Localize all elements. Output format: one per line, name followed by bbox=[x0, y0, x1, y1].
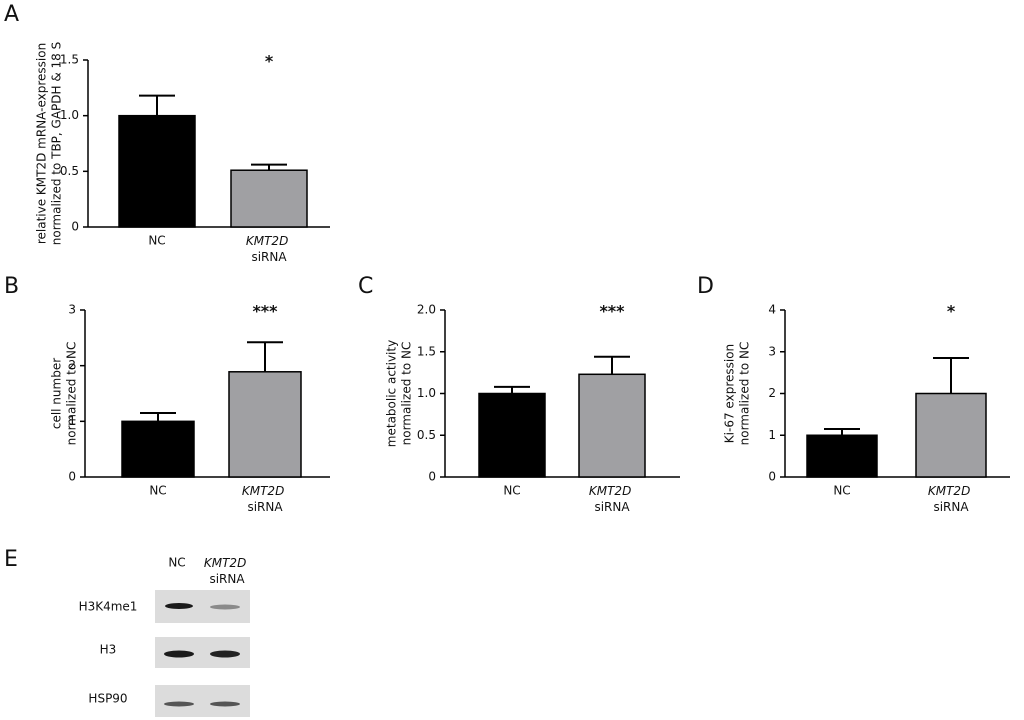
y-tick-label: 1.5 bbox=[60, 53, 79, 67]
x-tick-label: NC bbox=[148, 234, 165, 248]
bar bbox=[118, 114, 196, 228]
y-axis-label: relative KMT2D mRNA-expression bbox=[35, 43, 49, 244]
y-axis-label: cell number bbox=[50, 358, 64, 429]
bar bbox=[230, 169, 308, 228]
y-tick-label: 1 bbox=[768, 428, 776, 442]
x-tick-label: KMT2D siRNA bbox=[928, 484, 974, 514]
row-label: HSP90 bbox=[88, 692, 127, 706]
bar bbox=[915, 392, 987, 478]
y-tick-label: 3 bbox=[68, 303, 76, 317]
y-axis-label: metabolic activity bbox=[385, 340, 399, 447]
x-tick-label: KMT2D siRNA bbox=[246, 234, 292, 264]
row-label: H3 bbox=[100, 643, 117, 657]
x-tick-label: NC bbox=[503, 484, 520, 498]
panel-letter: C bbox=[358, 274, 373, 299]
y-tick-label: 3 bbox=[768, 344, 776, 358]
y-axis-label: normalized to NC bbox=[738, 342, 752, 446]
y-tick-label: 0.5 bbox=[60, 164, 79, 178]
panel-letter: E bbox=[4, 547, 18, 572]
row-label: H3K4me1 bbox=[79, 600, 138, 614]
x-tick-label: KMT2D siRNA bbox=[242, 484, 288, 514]
y-tick-label: 0 bbox=[68, 470, 76, 484]
y-tick-label: 0 bbox=[71, 220, 79, 234]
significance: *** bbox=[599, 302, 625, 321]
y-tick-label: 0 bbox=[768, 470, 776, 484]
y-tick-label: 1.5 bbox=[417, 344, 436, 358]
bar bbox=[578, 373, 646, 478]
panel-letter: A bbox=[4, 2, 19, 27]
panel-letter: D bbox=[697, 274, 714, 299]
x-tick-label: KMT2D siRNA bbox=[589, 484, 635, 514]
y-tick-label: 4 bbox=[768, 303, 776, 317]
y-tick-label: 1 bbox=[68, 414, 76, 428]
bar bbox=[228, 371, 302, 478]
y-tick-label: 2 bbox=[768, 386, 776, 400]
x-tick-label: NC bbox=[833, 484, 850, 498]
bar bbox=[121, 420, 195, 478]
y-tick-label: 1.0 bbox=[60, 108, 79, 122]
y-axis-label: Ki-67 expression bbox=[723, 344, 737, 443]
lane-label: NC bbox=[168, 556, 185, 570]
significance: * bbox=[265, 52, 274, 71]
panel-letter: B bbox=[4, 274, 19, 299]
y-tick-label: 2 bbox=[68, 358, 76, 372]
y-tick-label: 2.0 bbox=[417, 303, 436, 317]
significance: *** bbox=[252, 302, 278, 321]
significance: * bbox=[947, 302, 956, 321]
blot-image bbox=[155, 590, 250, 717]
x-tick-label: NC bbox=[149, 484, 166, 498]
bar bbox=[478, 392, 546, 478]
y-tick-label: 0.5 bbox=[417, 428, 436, 442]
lane-label: KMT2D siRNA bbox=[204, 556, 250, 586]
y-axis-label: normalized to TBP, GAPDH & 18 S bbox=[50, 42, 64, 245]
y-axis-label: normalized to NC bbox=[65, 342, 79, 446]
y-tick-label: 0 bbox=[428, 470, 436, 484]
y-tick-label: 1.0 bbox=[417, 386, 436, 400]
bar bbox=[806, 434, 878, 478]
y-axis-label: normalized to NC bbox=[400, 342, 414, 446]
